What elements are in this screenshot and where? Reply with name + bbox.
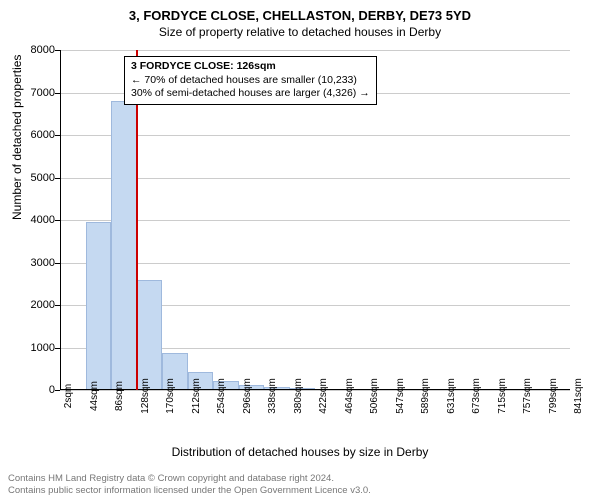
x-tick-label: 128sqm: [140, 378, 151, 414]
x-tick-label: 296sqm: [242, 378, 253, 414]
x-tick-label: 547sqm: [395, 378, 406, 414]
x-tick-label: 673sqm: [471, 378, 482, 414]
y-tick-label: 8000: [15, 44, 55, 56]
chart-subtitle: Size of property relative to detached ho…: [0, 23, 600, 39]
x-tick-label: 757sqm: [522, 378, 533, 414]
annotation-line2: ← 70% of detached houses are smaller (10…: [131, 74, 370, 88]
annotation-line3: 30% of semi-detached houses are larger (…: [131, 87, 370, 101]
x-axis-label: Distribution of detached houses by size …: [0, 445, 600, 459]
annotation-line1: 3 FORDYCE CLOSE: 126sqm: [131, 60, 370, 74]
x-tick-label: 380sqm: [293, 378, 304, 414]
x-tick-label: 841sqm: [573, 378, 584, 414]
y-axis-line: [60, 50, 61, 390]
x-tick-label: 254sqm: [216, 378, 227, 414]
footer-text: Contains HM Land Registry data © Crown c…: [8, 473, 371, 496]
x-tick-label: 212sqm: [191, 378, 202, 414]
x-tick-label: 44sqm: [89, 381, 100, 411]
x-tick-label: 170sqm: [165, 378, 176, 414]
y-tick-label: 4000: [15, 214, 55, 226]
footer-line1: Contains HM Land Registry data © Crown c…: [8, 473, 371, 484]
y-tick-label: 6000: [15, 129, 55, 141]
x-tick-label: 2sqm: [63, 384, 74, 408]
x-tick-label: 338sqm: [267, 378, 278, 414]
plot-area: 2sqm44sqm86sqm128sqm170sqm212sqm254sqm29…: [60, 50, 570, 390]
x-tick-label: 799sqm: [548, 378, 559, 414]
x-tick-label: 422sqm: [318, 378, 329, 414]
x-tick-label: 464sqm: [344, 378, 355, 414]
footer-line2: Contains public sector information licen…: [8, 485, 371, 496]
x-tick-label: 715sqm: [497, 378, 508, 414]
chart-container: 3, FORDYCE CLOSE, CHELLASTON, DERBY, DE7…: [0, 0, 600, 500]
y-tick-label: 0: [15, 384, 55, 396]
histogram-bar: [137, 280, 163, 391]
x-tick-label: 86sqm: [114, 381, 125, 411]
x-tick-label: 589sqm: [420, 378, 431, 414]
annotation-box: 3 FORDYCE CLOSE: 126sqm ← 70% of detache…: [124, 56, 377, 105]
histogram-bar: [111, 101, 137, 390]
y-tick-label: 5000: [15, 172, 55, 184]
y-tick-label: 2000: [15, 299, 55, 311]
y-tick-label: 1000: [15, 342, 55, 354]
x-tick-label: 631sqm: [446, 378, 457, 414]
x-tick-label: 506sqm: [369, 378, 380, 414]
histogram-bar: [86, 222, 112, 390]
y-tick-label: 7000: [15, 87, 55, 99]
y-tick-label: 3000: [15, 257, 55, 269]
chart-title: 3, FORDYCE CLOSE, CHELLASTON, DERBY, DE7…: [0, 0, 600, 23]
